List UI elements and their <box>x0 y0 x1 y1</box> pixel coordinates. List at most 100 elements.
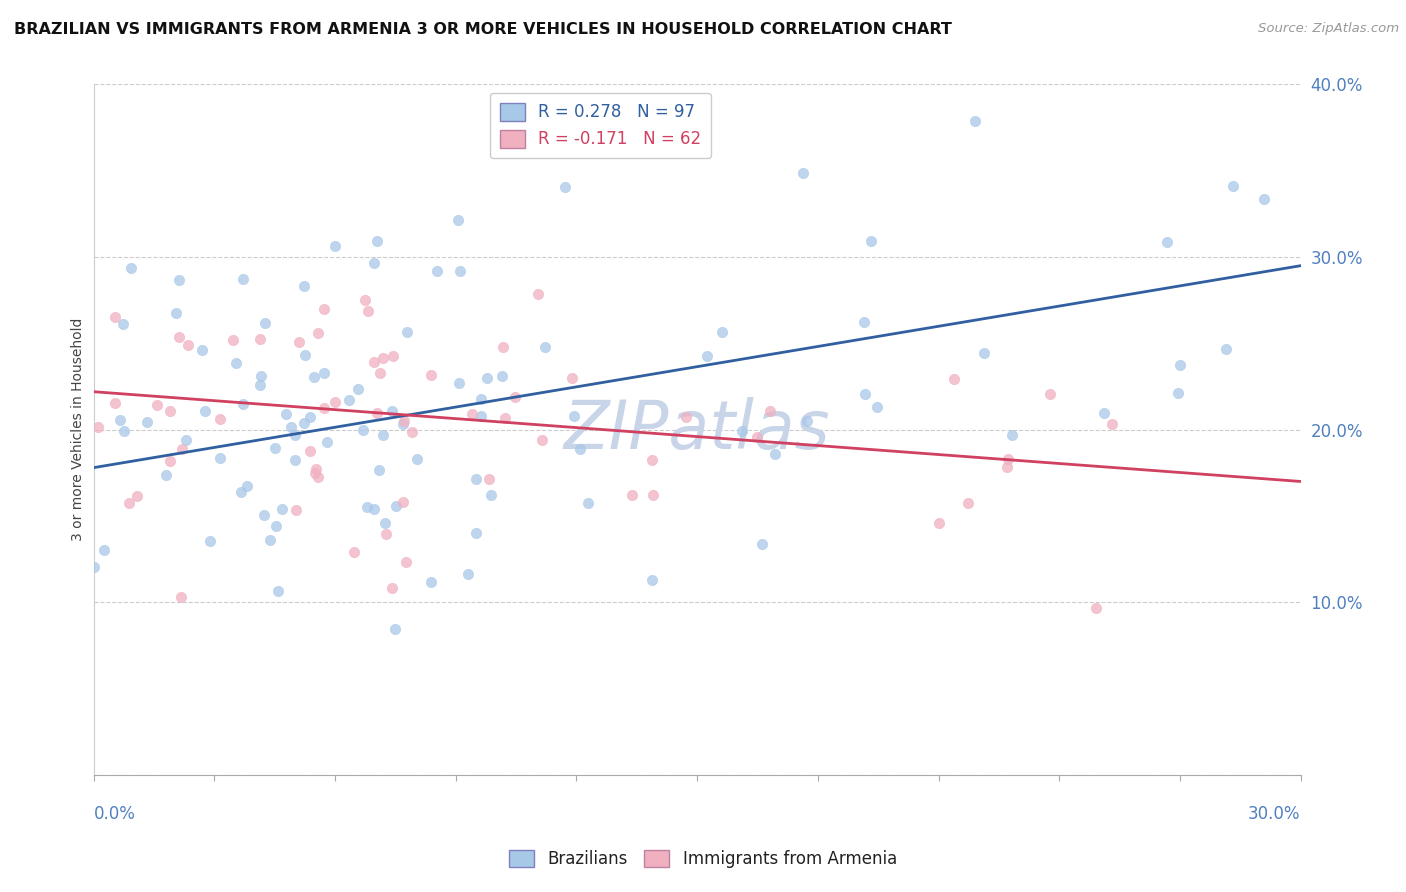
Point <box>470 392 492 406</box>
Point <box>478 472 501 486</box>
Point <box>401 425 423 439</box>
Point <box>249 378 271 392</box>
Point <box>1038 387 1060 401</box>
Point <box>505 390 527 404</box>
Point <box>1156 235 1178 249</box>
Point <box>370 366 392 380</box>
Point <box>267 584 290 599</box>
Point <box>366 234 388 248</box>
Point <box>426 263 449 277</box>
Point <box>1101 417 1123 432</box>
Point <box>172 442 194 457</box>
Point <box>104 310 127 324</box>
Point <box>315 435 337 450</box>
Point <box>562 409 585 423</box>
Point <box>357 304 380 318</box>
Point <box>198 533 221 548</box>
Point <box>457 567 479 582</box>
Point <box>118 495 141 509</box>
Point <box>928 516 950 530</box>
Point <box>447 212 470 227</box>
Point <box>352 423 374 437</box>
Point <box>965 114 987 128</box>
Point <box>375 527 398 541</box>
Point <box>943 372 966 386</box>
Point <box>83 559 105 574</box>
Point <box>675 409 697 424</box>
Point <box>165 306 187 320</box>
Point <box>93 543 115 558</box>
Point <box>208 412 231 426</box>
Point <box>127 490 149 504</box>
Point <box>373 351 395 365</box>
Point <box>167 329 190 343</box>
Point <box>111 317 134 331</box>
Point <box>249 368 271 383</box>
Point <box>280 420 302 434</box>
Point <box>710 325 733 339</box>
Point <box>108 413 131 427</box>
Point <box>641 488 664 502</box>
Point <box>284 452 307 467</box>
Point <box>363 354 385 368</box>
Point <box>1167 386 1189 401</box>
Point <box>136 415 159 429</box>
Point <box>312 366 335 380</box>
Point <box>491 369 513 384</box>
Point <box>299 444 322 458</box>
Point <box>356 500 378 514</box>
Point <box>287 335 309 350</box>
Point <box>104 395 127 409</box>
Point <box>292 416 315 430</box>
Point <box>307 326 329 341</box>
Point <box>751 536 773 550</box>
Point <box>112 425 135 439</box>
Point <box>229 485 252 500</box>
Point <box>284 503 307 517</box>
Point <box>155 467 177 482</box>
Text: 30.0%: 30.0% <box>1249 805 1301 823</box>
Point <box>1168 358 1191 372</box>
Point <box>232 397 254 411</box>
Point <box>222 334 245 348</box>
Point <box>177 338 200 352</box>
Point <box>174 433 197 447</box>
Text: ZIPatlas: ZIPatlas <box>564 397 831 463</box>
Point <box>641 453 664 467</box>
Point <box>343 545 366 559</box>
Point <box>371 428 394 442</box>
Point <box>475 371 498 385</box>
Point <box>956 496 979 510</box>
Point <box>796 414 818 428</box>
Point <box>347 382 370 396</box>
Point <box>758 404 780 418</box>
Point <box>363 501 385 516</box>
Point <box>353 293 375 307</box>
Point <box>292 278 315 293</box>
Point <box>765 447 787 461</box>
Point <box>1094 406 1116 420</box>
Point <box>270 501 292 516</box>
Point <box>264 519 287 533</box>
Point <box>374 516 396 530</box>
Point <box>384 622 406 636</box>
Point <box>304 370 326 384</box>
Point <box>169 273 191 287</box>
Point <box>494 411 516 425</box>
Point <box>1215 343 1237 357</box>
Point <box>159 404 181 418</box>
Point <box>86 420 108 434</box>
Point <box>208 450 231 465</box>
Point <box>323 239 346 253</box>
Point <box>384 499 406 513</box>
Point <box>576 496 599 510</box>
Text: 0.0%: 0.0% <box>94 805 135 823</box>
Point <box>853 387 876 401</box>
Point <box>259 533 281 547</box>
Point <box>274 407 297 421</box>
Point <box>561 370 583 384</box>
Point <box>479 488 502 502</box>
Legend: Brazilians, Immigrants from Armenia: Brazilians, Immigrants from Armenia <box>502 843 904 875</box>
Point <box>419 574 441 589</box>
Point <box>294 348 316 362</box>
